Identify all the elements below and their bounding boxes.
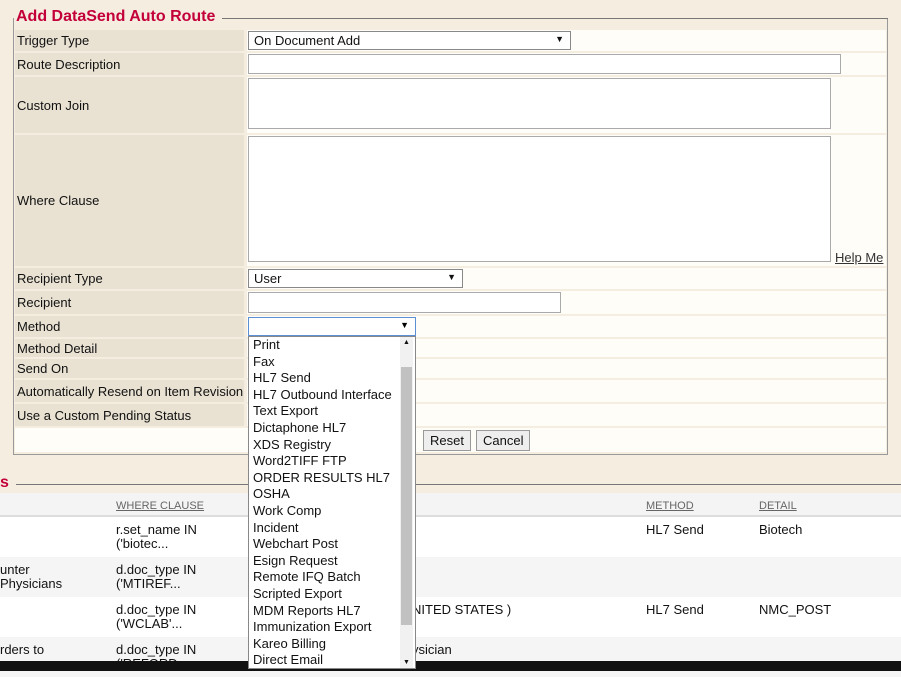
scrollbar[interactable]: ▲ ▼ <box>400 337 413 668</box>
reset-button[interactable]: Reset <box>423 430 471 451</box>
recipient-type-label: Recipient Type <box>15 268 244 289</box>
where-clause-textarea[interactable] <box>248 136 831 262</box>
method-option[interactable]: Esign Request <box>253 552 338 568</box>
cell-method: HL7 Send <box>646 522 704 537</box>
custom-join-textarea[interactable] <box>248 78 831 129</box>
table-row[interactable] <box>0 517 901 557</box>
scroll-up-icon[interactable]: ▲ <box>403 339 410 346</box>
col-where-clause[interactable]: WHERE CLAUSE <box>116 500 205 512</box>
scroll-down-icon[interactable]: ▼ <box>403 659 410 666</box>
route-description-label: Route Description <box>15 53 244 75</box>
send-on-label: Send On <box>15 359 244 378</box>
auto-resend-label: Automatically Resend on Item Revision <box>15 380 244 402</box>
method-option[interactable]: XDS Registry <box>253 436 332 452</box>
recipient-type-select[interactable]: User ▼ <box>248 269 463 288</box>
list-heading: s <box>0 474 9 491</box>
method-detail-label: Method Detail <box>15 339 244 357</box>
method-option[interactable]: Remote IFQ Batch <box>253 569 361 585</box>
method-option[interactable]: Webchart Post <box>253 536 339 552</box>
method-option[interactable]: OSHA <box>253 486 290 502</box>
help-me-link[interactable]: Help Me <box>835 250 884 265</box>
cell-method: HL7 Send <box>646 602 704 617</box>
cell-desc: unter Physicians <box>0 562 63 591</box>
cell-mid: NITED STATES ) <box>412 602 512 617</box>
recipient-label: Recipient <box>15 291 244 314</box>
cancel-button[interactable]: Cancel <box>476 430 531 451</box>
table-header <box>0 493 901 517</box>
trigger-type-value: On Document Add <box>254 33 361 48</box>
method-dropdown-list[interactable]: Print Fax HL7 Send HL7 Outbound Interface Te… <box>248 336 416 669</box>
col-method[interactable]: METHOD <box>646 500 694 512</box>
cell-desc: rders to <box>0 642 45 657</box>
cell-detail: NMC_POST <box>759 602 832 617</box>
table-row[interactable] <box>0 557 901 597</box>
chevron-down-icon: ▼ <box>447 272 456 282</box>
method-option[interactable]: Dictaphone HL7 <box>253 419 347 435</box>
method-option[interactable]: Kareo Billing <box>253 635 326 651</box>
scrollbar-thumb[interactable] <box>401 367 412 625</box>
method-option[interactable]: HL7 Send <box>253 370 311 386</box>
method-option[interactable]: Fax <box>253 353 275 369</box>
trigger-type-label: Trigger Type <box>15 30 244 51</box>
method-option[interactable]: Incident <box>253 519 299 535</box>
divider <box>222 18 888 19</box>
method-option[interactable]: Scripted Export <box>253 585 342 601</box>
recipient-type-value: User <box>254 271 282 286</box>
recipient-input[interactable] <box>248 292 561 313</box>
bottom-bar <box>0 661 901 671</box>
cell-where: d.doc_type IN ('MTIREF... <box>116 562 197 591</box>
col-detail[interactable]: DETAIL <box>759 500 797 512</box>
table-row[interactable] <box>0 597 901 637</box>
method-option[interactable]: HL7 Outbound Interface <box>253 386 392 402</box>
method-label: Method <box>15 316 244 337</box>
form-fieldset <box>13 18 888 455</box>
method-option[interactable]: Immunization Export <box>253 619 372 635</box>
where-clause-label: Where Clause <box>15 135 244 266</box>
method-option[interactable]: Direct Email <box>253 652 324 668</box>
method-option[interactable]: Work Comp <box>253 502 322 518</box>
trigger-type-select[interactable]: On Document Add ▼ <box>248 31 571 50</box>
cell-where: r.set_name IN ('biotec... <box>116 522 197 551</box>
custom-pending-label: Use a Custom Pending Status <box>15 404 244 426</box>
chevron-down-icon: ▼ <box>400 320 409 330</box>
method-select[interactable]: ▼ <box>248 317 416 336</box>
method-option[interactable]: ORDER RESULTS HL7 <box>253 469 391 485</box>
cell-mid: ysician <box>412 642 452 657</box>
method-option[interactable]: MDM Reports HL7 <box>253 602 361 618</box>
cell-detail: Biotech <box>759 522 803 537</box>
cell-where: d.doc_type IN ('WCLAB'... <box>116 602 197 631</box>
method-option[interactable]: Text Export <box>253 403 319 419</box>
method-option[interactable]: Word2TIFF FTP <box>253 453 347 469</box>
custom-join-label: Custom Join <box>15 77 244 133</box>
form-title: Add DataSend Auto Route <box>16 8 216 25</box>
chevron-down-icon: ▼ <box>555 34 564 44</box>
method-option[interactable]: Print <box>253 337 280 352</box>
divider <box>16 484 901 485</box>
route-description-input[interactable] <box>248 54 841 74</box>
